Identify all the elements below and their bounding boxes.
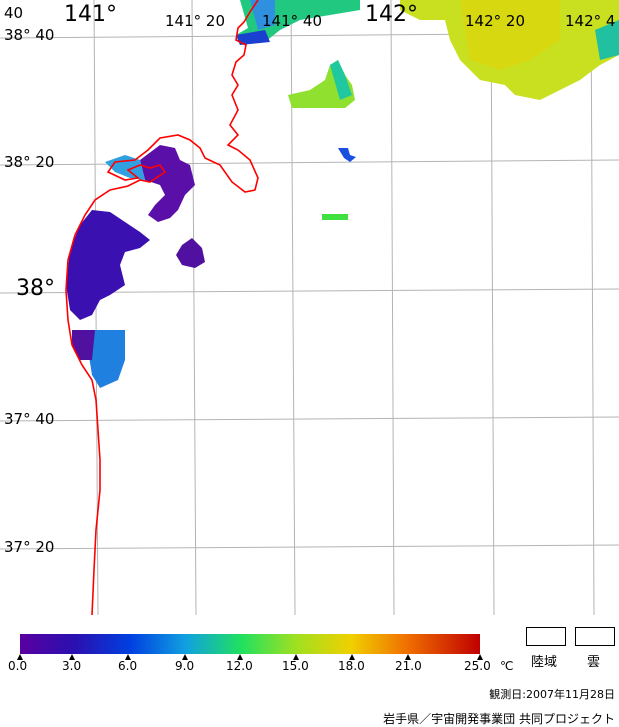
colorbar-tick-0: 0.0: [8, 659, 28, 673]
colorbar-tick-6: 6.0: [118, 659, 138, 673]
land-legend-swatch: [526, 627, 566, 646]
credit-line: 岩手県／宇宙開発事業団 共同プロジェクト: [383, 712, 615, 726]
latitude-label-37-40: 37° 40: [4, 410, 55, 428]
colorbar-tick-18: 18.0: [338, 659, 365, 673]
sst-patch-small2: [322, 214, 348, 220]
sst-patch-small1: [338, 148, 356, 162]
sst-patch-northeast-c: [595, 20, 619, 60]
cloud-legend-label: 雲: [587, 655, 601, 670]
colorbar-tick-21: 21.0: [395, 659, 422, 673]
sst-patch-bay: [140, 145, 195, 222]
latitude-label-38-40: 38° 40: [4, 26, 55, 44]
coastline: [65, 0, 259, 615]
colorbar-tick-3: 3.0: [62, 659, 82, 673]
sst-patch-offshore-b: [330, 60, 352, 100]
longitude-label-141: 141°: [64, 2, 117, 27]
colorbar-tick-marks: [17, 654, 483, 660]
latitude-label-38: 38°: [16, 276, 55, 301]
sst-patch-coastal-c: [72, 330, 95, 360]
colorbar-tick-25: 25.0: [464, 659, 491, 673]
latitude-label-37-20: 37° 20: [4, 538, 55, 556]
sst-patch-northeast-b: [460, 0, 560, 70]
longitude-label-141-20: 141° 20: [165, 12, 225, 30]
sst-patch-coastal-b: [88, 330, 125, 388]
land-legend-label: 陸域: [531, 655, 558, 670]
sst-patch-north-coast-b: [236, 30, 270, 45]
latitude-label-38-20: 38° 20: [4, 153, 55, 171]
colorbar-tick-15: 15.0: [282, 659, 309, 673]
corner-label: 40: [4, 4, 24, 22]
sst-map: [0, 0, 619, 615]
longitude-label-141-40: 141° 40: [262, 12, 322, 30]
longitude-label-142-20: 142° 20: [465, 12, 525, 30]
colorbar-tick-12: 12.0: [226, 659, 253, 673]
sst-patch-north-coast-c: [250, 0, 275, 30]
longitude-label-142: 142°: [365, 2, 418, 27]
observation-date: 観測日:2007年11月28日: [489, 688, 615, 701]
sst-patch-coastal-d: [176, 238, 205, 268]
cloud-legend-swatch: [575, 627, 615, 646]
temperature-colorbar: [20, 634, 480, 654]
sst-patches: [66, 0, 619, 388]
colorbar-unit: ℃: [500, 659, 514, 673]
longitude-label-142-40: 142° 4: [565, 12, 616, 30]
sst-patch-coastal: [66, 210, 150, 320]
colorbar-tick-9: 9.0: [175, 659, 195, 673]
